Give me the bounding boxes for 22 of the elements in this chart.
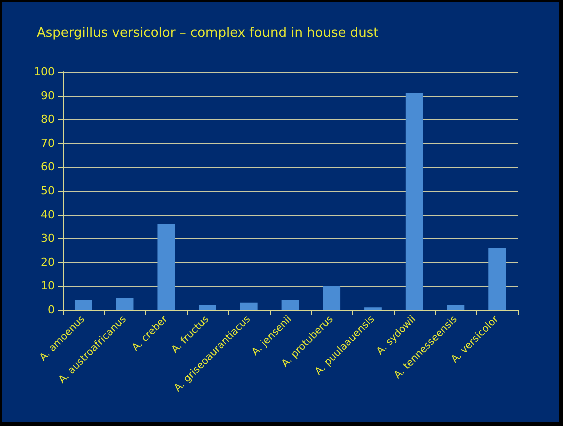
chart-title: Aspergillus versicolor – complex found in house dust xyxy=(37,26,379,41)
y-tick-label: 50 xyxy=(41,184,55,198)
bar xyxy=(240,302,258,310)
bar xyxy=(323,286,341,310)
y-tick-label: 60 xyxy=(41,160,55,174)
bar xyxy=(406,93,424,310)
y-tick-label: 90 xyxy=(41,89,55,102)
bar xyxy=(74,300,92,310)
y-tick-label: 0 xyxy=(48,304,55,316)
y-tick-label: 40 xyxy=(41,208,55,222)
y-tick-label: 80 xyxy=(41,113,55,126)
bar xyxy=(158,224,176,310)
y-tick-label: 30 xyxy=(41,232,55,246)
bar xyxy=(116,298,134,310)
bar xyxy=(447,305,465,310)
y-tick-label: 70 xyxy=(41,136,55,150)
bar xyxy=(282,300,300,310)
y-tick-label: 100 xyxy=(34,66,55,78)
bar xyxy=(199,305,216,310)
y-tick-label: 20 xyxy=(41,256,55,269)
bar xyxy=(488,248,506,310)
y-tick-label: 10 xyxy=(41,280,55,293)
